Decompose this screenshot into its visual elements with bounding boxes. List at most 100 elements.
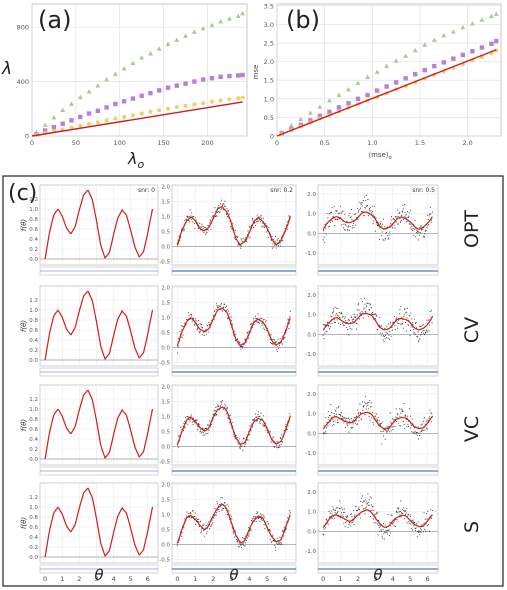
- sample-point: [427, 331, 429, 333]
- sample-point: [404, 322, 406, 324]
- sample-point: [385, 529, 387, 531]
- sample-point: [196, 328, 198, 330]
- sample-point: [370, 497, 372, 499]
- sample-point: [345, 516, 347, 519]
- sample-point: [347, 425, 349, 427]
- y-tick-label: 0.4: [29, 535, 38, 541]
- sample-point: [224, 306, 226, 309]
- sample-point: [351, 427, 353, 429]
- y-tick-label: 1.0: [307, 412, 316, 418]
- subplot-S-1: -0.50.00.51.01.52.00 1 2 3 4 5 6: [159, 482, 297, 583]
- sample-point: [288, 327, 290, 330]
- sample-point: [200, 226, 202, 228]
- sample-point: [203, 535, 205, 537]
- sample-point: [238, 546, 240, 548]
- sample-point: [337, 512, 339, 514]
- sample-point: [385, 429, 387, 431]
- sample-point: [425, 512, 428, 514]
- sample-point: [281, 441, 283, 443]
- sample-point: [382, 223, 384, 225]
- sample-point: [274, 446, 276, 448]
- sample-point: [221, 208, 223, 210]
- sample-point: [254, 413, 256, 415]
- sample-point: [374, 415, 377, 417]
- sample-point: [235, 333, 237, 335]
- sample-point: [401, 409, 404, 411]
- fit-curve: [44, 389, 154, 460]
- sample-point: [280, 437, 282, 440]
- sample-point: [198, 423, 200, 425]
- sample-point: [198, 330, 200, 332]
- sample-point: [347, 226, 349, 228]
- sample-point: [200, 323, 202, 326]
- point-purple: [374, 88, 380, 93]
- sample-point: [425, 427, 428, 429]
- point-purple: [240, 72, 245, 78]
- y-tick-label: 0.6: [29, 525, 38, 531]
- sample-point: [348, 319, 350, 321]
- fit-curve: [44, 290, 154, 361]
- x-tick-label: 0.5: [319, 139, 329, 147]
- sample-point: [372, 214, 374, 216]
- sample-point: [412, 230, 414, 232]
- sample-point: [404, 415, 406, 417]
- sample-point: [281, 544, 283, 546]
- sample-point: [428, 324, 431, 326]
- sample-point: [236, 235, 238, 238]
- sample-point: [419, 530, 421, 533]
- sample-point: [176, 544, 178, 546]
- sample-point: [282, 338, 284, 340]
- sample-point: [398, 508, 400, 510]
- sample-point: [337, 322, 339, 324]
- sample-point: [428, 417, 430, 420]
- y-tick-label: 0.4: [29, 237, 38, 243]
- y-tick-label: 1.0: [161, 214, 170, 220]
- noisy-samples: [322, 396, 433, 445]
- panel-a-xlabel: λo: [127, 149, 144, 171]
- sample-point: [219, 405, 222, 407]
- point-green: [148, 51, 153, 56]
- sample-point: [229, 213, 231, 215]
- sample-point: [336, 507, 338, 509]
- sample-point: [179, 331, 181, 333]
- sample-point: [271, 235, 273, 237]
- sample-point: [260, 317, 263, 320]
- sample-point: [202, 432, 205, 434]
- sample-point: [331, 513, 333, 515]
- sample-point: [377, 329, 379, 331]
- sample-point: [365, 503, 367, 505]
- y-tick-label: -0.5: [159, 259, 170, 265]
- y-tick-label: 1.5: [161, 199, 170, 205]
- sample-point: [423, 334, 425, 336]
- row-label-S: S: [461, 521, 483, 533]
- sample-point: [182, 334, 184, 336]
- sample-point: [201, 223, 203, 225]
- fit-curve: [322, 509, 433, 528]
- sample-point: [333, 516, 335, 518]
- sample-point: [331, 207, 333, 209]
- sample-point: [382, 523, 385, 525]
- sample-point: [426, 226, 428, 228]
- sample-point: [393, 217, 395, 219]
- sample-point: [398, 212, 401, 214]
- sample-point: [328, 213, 330, 215]
- sample-point: [411, 431, 413, 433]
- sample-point: [362, 317, 364, 319]
- f-theta-label: f(θ): [20, 320, 28, 332]
- sample-point: [402, 507, 404, 509]
- sample-point: [196, 419, 198, 421]
- sample-point: [370, 210, 372, 212]
- sample-point: [217, 509, 219, 511]
- sample-point: [365, 199, 367, 201]
- sample-point: [279, 343, 281, 345]
- sample-point: [362, 508, 364, 510]
- sample-point: [274, 546, 276, 548]
- sample-point: [262, 217, 264, 219]
- sample-point: [325, 417, 327, 419]
- sample-point: [207, 229, 209, 231]
- sample-point: [361, 401, 363, 403]
- sample-point: [194, 217, 196, 219]
- sample-point: [339, 212, 341, 214]
- sample-point: [412, 529, 414, 531]
